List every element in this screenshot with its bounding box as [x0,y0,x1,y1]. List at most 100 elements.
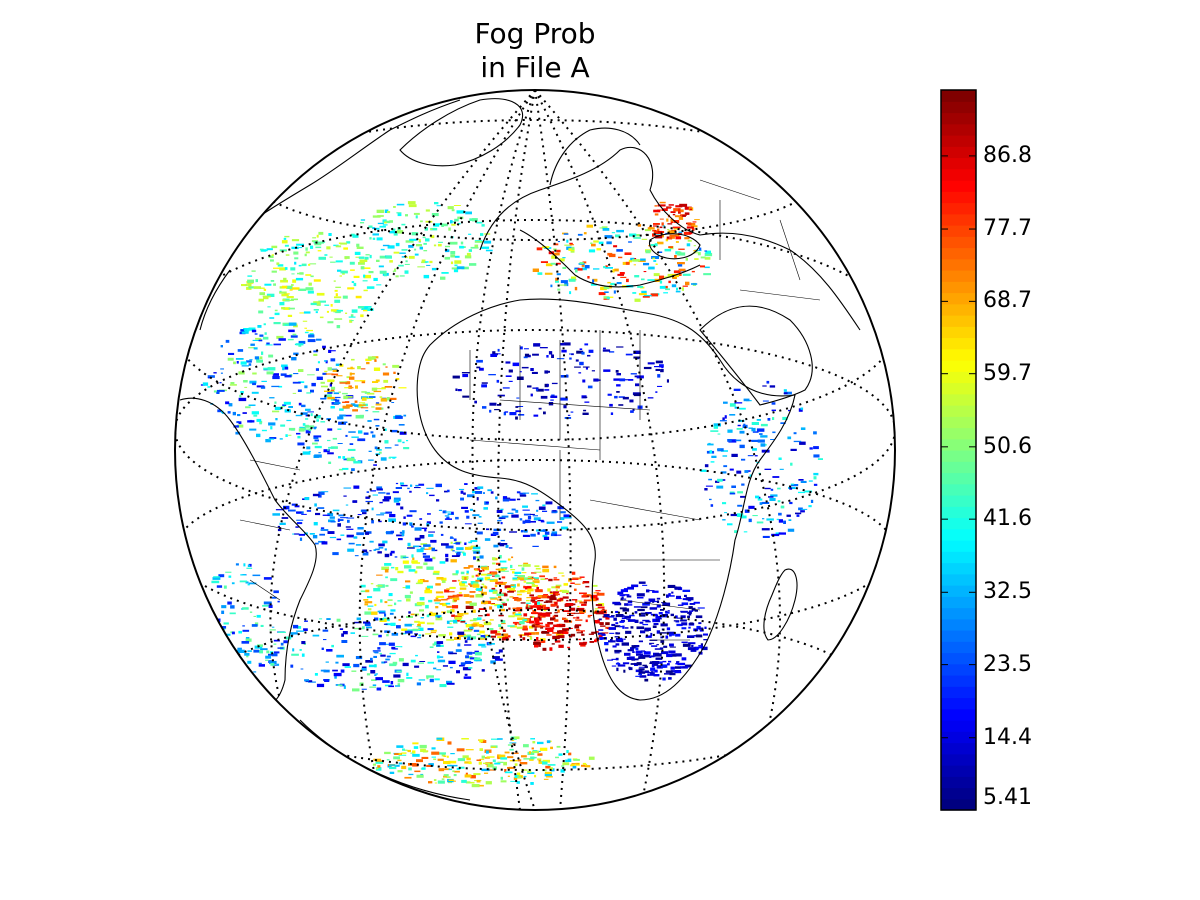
colorbar-segment [941,731,976,744]
fog-pixel [635,647,639,651]
fog-pixel [519,634,523,638]
fog-pixel [540,261,548,263]
fog-pixel [615,234,621,238]
fog-pixel [444,518,452,520]
fog-pixel [481,583,485,585]
fog-pixel [512,621,519,624]
fog-pixel [416,601,425,606]
fog-pixel [302,451,311,455]
fog-pixel [418,679,426,681]
fog-pixel [524,586,531,590]
fog-pixel [546,634,552,636]
fog-pixel [737,424,741,427]
fog-pixel [227,357,234,361]
fog-pixel [417,662,424,664]
fog-pixel [481,768,490,772]
fog-pixel [475,241,483,243]
fog-pixel [472,546,481,550]
fog-pixel [259,356,263,360]
fog-pixel [252,382,256,386]
fog-pixel [566,239,569,243]
fog-pixel [543,536,550,540]
fog-pixel [573,758,580,761]
fog-pixel [266,248,273,251]
fog-pixel [547,588,551,592]
fog-pixel [220,368,224,370]
fog-pixel [414,665,420,668]
fog-pixel [388,642,395,646]
fog-pixel [514,609,523,612]
fog-pixel [510,736,517,740]
fog-pixel [270,651,274,654]
fog-pixel [698,645,703,647]
fog-pixel [327,428,333,431]
fog-pixel [652,625,657,628]
fog-pixel [567,612,575,615]
fog-pixel [453,269,459,273]
fog-pixel [229,612,236,615]
fog-pixel [554,619,559,622]
fog-pixel [516,376,524,380]
fog-pixel [490,491,494,494]
fog-pixel [608,640,616,643]
fog-pixel [674,671,682,674]
fog-pixel [414,620,420,623]
fog-pixel [479,367,484,371]
fog-pixel [537,272,543,275]
fog-pixel [378,634,382,638]
fog-pixel [673,270,681,274]
fog-pixel [560,280,568,284]
fog-pixel [678,216,684,220]
fog-pixel [390,530,394,534]
fog-pixel [299,247,303,249]
fog-pixel [660,636,663,639]
fog-pixel [300,668,304,670]
fog-pixel [513,777,518,780]
fog-pixel [253,347,258,350]
fog-pixel [272,410,280,413]
fog-pixel [704,266,710,269]
fog-pixel [451,209,455,212]
fog-pixel [573,612,580,614]
fog-pixel [273,343,281,346]
fog-pixel [479,784,484,787]
fog-pixel [428,781,433,784]
fog-pixel [330,406,335,409]
fog-pixel [312,535,318,539]
fog-pixel [789,487,793,490]
fog-pixel [442,768,450,771]
fog-pixel [399,531,402,534]
colorbar-segment [941,585,976,597]
fog-pixel [406,672,409,677]
fog-pixel [438,752,446,755]
colorbar-tick-label: 23.5 [983,651,1032,677]
fog-pixel [571,353,574,356]
fog-pixel [421,767,426,770]
fog-pixel [492,575,497,577]
fog-pixel [570,764,575,766]
fog-pixel [359,402,366,404]
fog-pixel [790,462,793,466]
fog-pixel [536,637,539,640]
fog-pixel [532,580,540,584]
fog-pixel [457,389,462,392]
fog-pixel [601,633,606,636]
fog-pixel [541,604,546,608]
fog-pixel [402,587,407,589]
fog-pixel [652,229,657,232]
fog-pixel [687,647,696,651]
fog-pixel [346,534,354,538]
fog-pixel [324,254,328,256]
fog-pixel [446,598,450,600]
fog-pixel [288,406,293,408]
colorbar-segment [941,450,976,462]
fog-pixel [409,490,412,493]
fog-pixel [688,606,693,609]
fog-pixel [290,632,298,635]
fog-pixel [641,290,647,294]
fog-pixel [371,679,377,681]
fog-pixel [456,748,465,752]
fog-pixel [639,675,647,678]
fog-pixel [675,241,679,243]
fog-pixel [273,651,280,654]
